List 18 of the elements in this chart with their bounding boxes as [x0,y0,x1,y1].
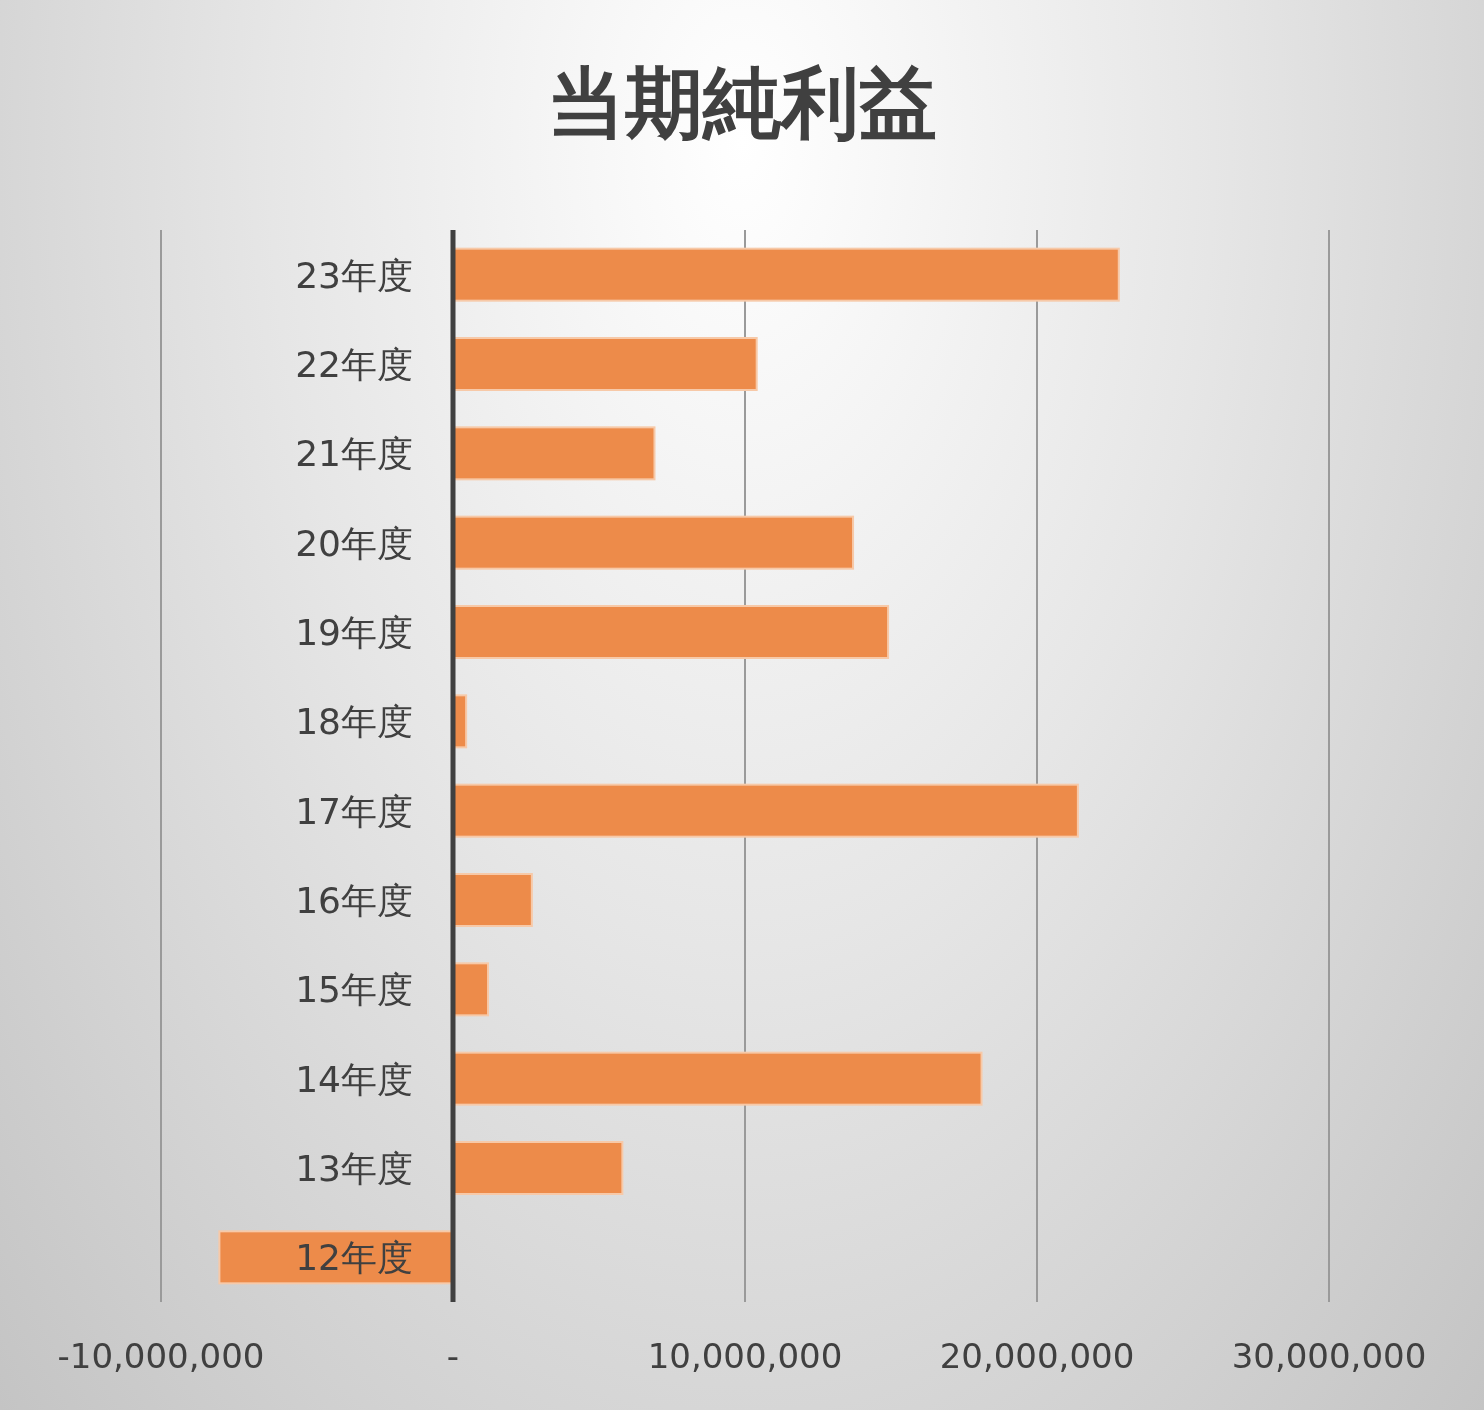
x-tick-label: -10,000,000 [57,1336,265,1376]
y-tick-label: 19年度 [295,612,413,653]
chart-title: 当期純利益 [547,58,937,148]
y-tick-label: 18年度 [295,701,413,743]
y-tick-label: 12年度 [295,1237,413,1279]
y-tick-label: 15年度 [295,969,413,1011]
y-tick-label: 22年度 [295,344,413,385]
y-tick-label: 17年度 [295,790,413,832]
y-tick-label: 21年度 [295,433,413,475]
y-tick-label: 23年度 [295,254,413,296]
y-tick-label: 13年度 [295,1148,413,1189]
x-tick-label: 10,000,000 [647,1336,843,1376]
y-tick-label: 20年度 [295,522,413,564]
x-tick-label: 30,000,000 [1231,1336,1427,1376]
y-tick-label: 14年度 [295,1058,413,1100]
x-tick-label: 20,000,000 [939,1336,1135,1376]
x-tick-label: - [446,1336,460,1376]
y-tick-label: 16年度 [295,880,413,921]
